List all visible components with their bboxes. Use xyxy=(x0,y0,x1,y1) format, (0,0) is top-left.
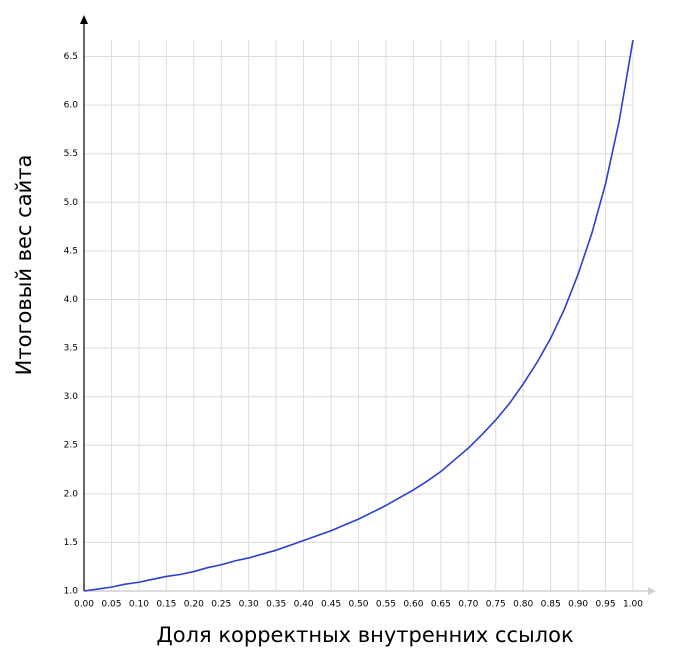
x-tick-label: 0.45 xyxy=(321,600,341,610)
x-tick-label: 0.75 xyxy=(486,600,506,610)
y-tick-label: 5.5 xyxy=(64,149,78,159)
x-tick-label: 0.55 xyxy=(376,600,396,610)
x-tick-label: 0.00 xyxy=(74,600,94,610)
y-tick-label: 2.0 xyxy=(64,489,79,499)
y-axis-arrow xyxy=(80,15,88,24)
x-tick-label: 0.65 xyxy=(431,600,451,610)
x-tick-label: 1.00 xyxy=(623,600,643,610)
x-tick-label: 0.85 xyxy=(541,600,561,610)
x-axis-arrow xyxy=(648,587,656,595)
y-axis-title: Итоговый вес сайта xyxy=(12,155,36,376)
y-tick-label: 6.5 xyxy=(64,52,78,62)
x-axis-title: Доля корректных внутренних ссылок xyxy=(156,623,573,647)
x-tick-label: 0.90 xyxy=(568,600,588,610)
y-tick-label: 3.0 xyxy=(64,392,79,402)
x-tick-label: 0.05 xyxy=(101,600,121,610)
x-tick-label: 0.20 xyxy=(184,600,204,610)
x-tick-label: 0.80 xyxy=(513,600,533,610)
x-tick-label: 0.30 xyxy=(239,600,259,610)
x-tick-label: 0.40 xyxy=(294,600,314,610)
x-tick-label: 0.35 xyxy=(266,600,286,610)
y-tick-label: 5.0 xyxy=(64,198,79,208)
x-tick-label: 0.95 xyxy=(596,600,616,610)
y-tick-label: 4.5 xyxy=(64,246,78,256)
data-line xyxy=(83,39,634,592)
x-tick-label: 0.60 xyxy=(403,600,423,610)
y-tick-label: 4.0 xyxy=(64,295,79,305)
y-tick-label: 6.0 xyxy=(64,101,79,111)
x-tick-label: 0.25 xyxy=(211,600,231,610)
y-tick-label: 1.5 xyxy=(64,538,78,548)
x-tick-label: 0.70 xyxy=(458,600,478,610)
y-tick-label: 3.5 xyxy=(64,344,78,354)
x-tick-label: 0.50 xyxy=(348,600,368,610)
x-tick-label: 0.15 xyxy=(156,600,176,610)
y-tick-label: 2.5 xyxy=(64,441,78,451)
y-tick-label: 1.0 xyxy=(64,587,79,597)
x-tick-label: 0.10 xyxy=(129,600,149,610)
